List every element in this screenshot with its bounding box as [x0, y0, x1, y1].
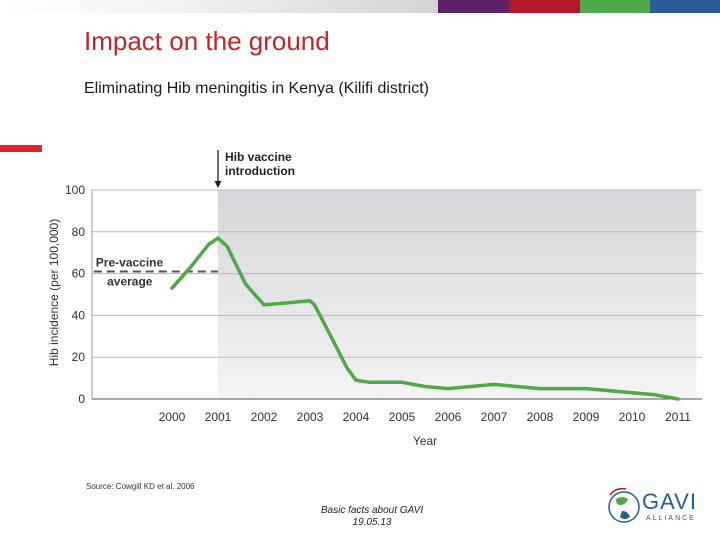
- pre-vaccine-label-average: average: [107, 275, 153, 289]
- x-tick-2003: 2003: [297, 410, 324, 424]
- gavi-logo-text: GAVI: [642, 489, 697, 514]
- gavi-logo: GAVI ALLIANCE: [602, 485, 714, 529]
- y-tick-0: 0: [78, 392, 85, 406]
- x-tick-2008: 2008: [527, 410, 554, 424]
- slide-subtitle: Eliminating Hib meningitis in Kenya (Kil…: [84, 80, 430, 97]
- slide-title: Impact on the ground: [84, 26, 330, 56]
- top-bar-green: [580, 0, 650, 13]
- source-note: Source: Cowgill KD et al. 2006: [86, 482, 195, 491]
- top-bar-blue: [650, 0, 720, 13]
- grid-lines: [91, 189, 702, 400]
- x-tick-labels: 2000 2001 2002 2003 2004 2005 2006 2007 2008 2009…: [159, 410, 692, 424]
- annotation-introduction-label: introduction: [225, 164, 295, 178]
- top-color-bar: [0, 0, 720, 13]
- top-bar-gradient: [0, 0, 440, 13]
- y-tick-80: 80: [72, 225, 86, 239]
- y-tick-20: 20: [72, 350, 86, 364]
- x-tick-2002: 2002: [251, 410, 278, 424]
- x-axis-label: Year: [413, 434, 437, 448]
- x-tick-2006: 2006: [435, 410, 462, 424]
- y-tick-60: 60: [72, 267, 86, 281]
- gavi-globe-logo-icon: [608, 487, 640, 523]
- x-tick-2009: 2009: [573, 410, 600, 424]
- x-tick-2007: 2007: [481, 410, 508, 424]
- footer-date: 19.05.13: [352, 517, 392, 528]
- x-tick-2011: 2011: [665, 410, 691, 424]
- y-axis-label: Hib incidence (per 100,000): [47, 219, 61, 366]
- x-tick-2001: 2001: [205, 410, 232, 424]
- annotation-vaccine-label: Hib vaccine: [225, 150, 292, 164]
- pre-vaccine-label: Pre-vaccine: [96, 256, 164, 270]
- x-tick-2000: 2000: [159, 410, 186, 424]
- top-bar-red: [509, 0, 580, 13]
- footer-title: Basic facts about GAVI: [320, 505, 424, 516]
- x-tick-2010: 2010: [619, 410, 646, 424]
- post-vaccine-shaded-region: [218, 190, 697, 399]
- footer: Basic facts about GAVI 19.05.13: [300, 505, 444, 529]
- vaccine-introduction-arrowhead: [214, 181, 222, 188]
- x-tick-2005: 2005: [389, 410, 416, 424]
- incidence-series-line: [170, 236, 680, 401]
- x-tick-2004: 2004: [343, 410, 370, 424]
- gavi-logo-subtext: ALLIANCE: [646, 515, 696, 522]
- top-bar-purple: [438, 0, 509, 13]
- y-tick-100: 100: [65, 183, 85, 197]
- y-tick-40: 40: [72, 308, 86, 322]
- accent-tab: [0, 145, 42, 152]
- y-tick-labels: 0 20 40 60 80 100: [65, 183, 85, 406]
